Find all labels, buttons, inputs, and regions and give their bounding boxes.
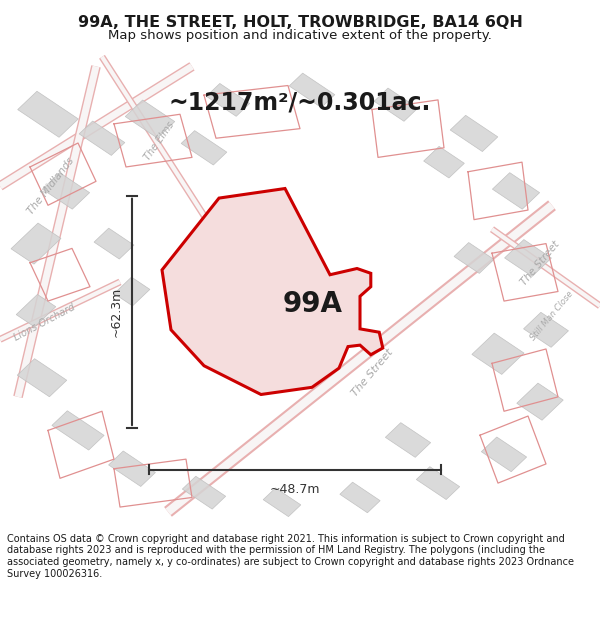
Polygon shape — [181, 131, 227, 165]
Polygon shape — [450, 116, 498, 151]
Polygon shape — [493, 173, 539, 209]
Text: ~62.3m: ~62.3m — [110, 287, 123, 337]
Text: 99A, THE STREET, HOLT, TROWBRIDGE, BA14 6QH: 99A, THE STREET, HOLT, TROWBRIDGE, BA14 … — [77, 14, 523, 29]
Polygon shape — [94, 228, 134, 259]
Polygon shape — [416, 467, 460, 499]
Text: Still Man Close: Still Man Close — [529, 289, 575, 342]
Polygon shape — [340, 482, 380, 512]
Text: ~48.7m: ~48.7m — [269, 483, 320, 496]
Text: The Midlands: The Midlands — [26, 156, 76, 216]
Text: ~1217m²/~0.301ac.: ~1217m²/~0.301ac. — [169, 90, 431, 114]
Polygon shape — [505, 239, 551, 276]
Polygon shape — [79, 121, 125, 156]
Polygon shape — [424, 146, 464, 178]
Polygon shape — [17, 359, 67, 397]
Polygon shape — [125, 100, 175, 138]
Polygon shape — [374, 88, 418, 121]
Polygon shape — [162, 189, 383, 394]
Polygon shape — [517, 383, 563, 420]
Polygon shape — [524, 312, 568, 348]
Polygon shape — [11, 223, 61, 264]
Text: Map shows position and indicative extent of the property.: Map shows position and indicative extent… — [108, 29, 492, 42]
Polygon shape — [206, 84, 250, 116]
Polygon shape — [109, 451, 155, 486]
Polygon shape — [481, 437, 527, 472]
Text: Contains OS data © Crown copyright and database right 2021. This information is : Contains OS data © Crown copyright and d… — [7, 534, 574, 579]
Polygon shape — [263, 488, 301, 517]
Polygon shape — [385, 422, 431, 457]
Polygon shape — [454, 242, 494, 273]
Polygon shape — [114, 277, 150, 306]
Polygon shape — [182, 476, 226, 509]
Text: 99A: 99A — [283, 290, 343, 318]
Polygon shape — [472, 333, 524, 374]
Text: Lions Orchard: Lions Orchard — [13, 302, 77, 343]
Text: The Street: The Street — [349, 348, 395, 399]
Polygon shape — [289, 73, 335, 107]
Text: The Elms: The Elms — [142, 119, 176, 162]
Polygon shape — [16, 294, 56, 327]
Polygon shape — [43, 173, 89, 209]
Polygon shape — [17, 91, 79, 138]
Text: The Street: The Street — [518, 239, 562, 287]
Polygon shape — [52, 411, 104, 450]
